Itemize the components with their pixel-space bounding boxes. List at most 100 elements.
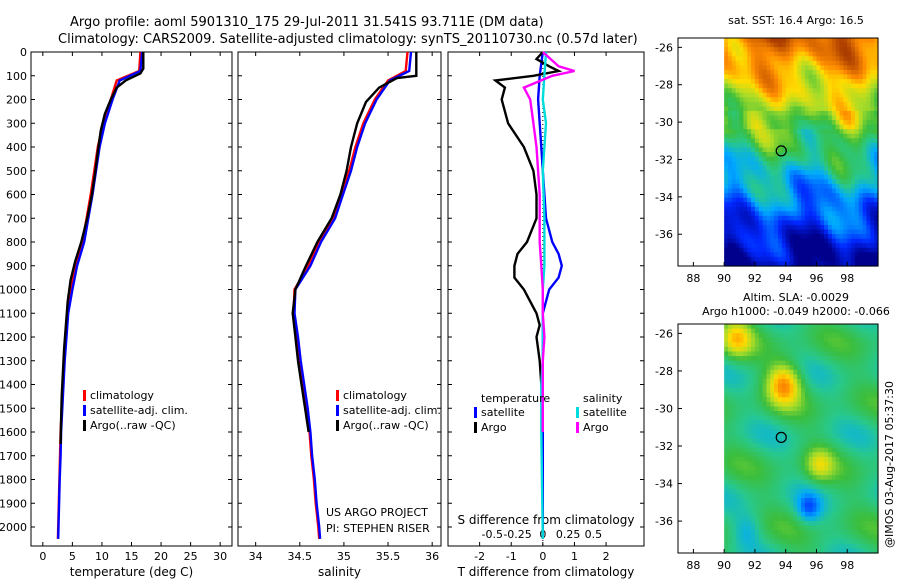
sst-map-cell [812, 256, 818, 263]
sla-map-cell [847, 548, 852, 554]
sst-map-cell [751, 60, 756, 66]
sla-map-cell [820, 525, 825, 531]
sla-map-cell [739, 543, 744, 550]
sla-map-cell [839, 337, 844, 343]
sla-map-cell [743, 456, 748, 462]
sla-map-cell [816, 406, 821, 412]
sla-map-cell [835, 342, 841, 348]
sla-map-cell [820, 488, 825, 495]
sla-map-cell [828, 507, 833, 513]
sst-map-cell [831, 234, 837, 240]
sla-map-cell [770, 324, 775, 330]
sla-map-cell [781, 452, 787, 458]
sla-map-cell [847, 424, 852, 430]
sst-map-cell [828, 179, 833, 185]
sla-map-cell [870, 479, 875, 485]
sst-map-cell [797, 211, 802, 217]
sla-map-cell [743, 328, 748, 334]
sla-map-cell [739, 511, 744, 517]
sla-map-cell [762, 539, 768, 545]
sla-map-cell [739, 539, 744, 545]
sst-map-cell [816, 174, 821, 180]
sst-map-cell [866, 183, 871, 190]
sla-map-cell [816, 369, 821, 375]
sst-map-cell [812, 206, 818, 212]
sla-map-cell [820, 383, 825, 389]
sla-map-cell [874, 365, 879, 371]
sla-map-cell [824, 346, 829, 353]
sst-map-cell [831, 56, 837, 62]
sst-map-cell [851, 110, 856, 117]
sla-map-cell [816, 337, 821, 343]
sla-map-cell [774, 369, 779, 375]
sla-map-cell [770, 530, 775, 536]
sst-map-cell [743, 261, 748, 267]
sst-map-cell [797, 224, 802, 231]
sst-map-cell [828, 247, 833, 253]
sla-map-cell [820, 516, 825, 522]
sla-map-cell [801, 365, 806, 371]
sst-map-cell [854, 51, 860, 57]
sst-map-cell [762, 174, 768, 180]
sla-map-cell [831, 369, 837, 375]
sst-map-cell [731, 206, 737, 212]
sla-map-cell [804, 360, 810, 366]
sst-map-cell [874, 97, 879, 103]
sla-map-cell [754, 534, 760, 540]
sst-map-cell [778, 88, 783, 94]
sla-map-cell [762, 502, 768, 508]
sst-map-cell [831, 156, 837, 162]
sla-map-cell [778, 406, 783, 412]
sla-map-cell [847, 520, 852, 527]
sst-map-cell [854, 193, 860, 199]
sst-map-cell [808, 161, 814, 167]
sla-map-cell [831, 461, 837, 467]
sst-map-cell [778, 256, 783, 263]
sla-map-cell [766, 438, 771, 444]
sla-map-cell [743, 493, 748, 499]
sst-map-cell [835, 206, 841, 212]
sla-map-cell [766, 470, 771, 476]
sst-map-cell [747, 152, 752, 158]
sla-map-cell [851, 447, 856, 453]
sla-map-cell [816, 429, 821, 435]
sst-map-cell [820, 252, 825, 258]
sla-map-cell [781, 498, 787, 504]
sst-map-cell [874, 161, 879, 167]
sla-map-cell [843, 498, 848, 504]
sst-map-cell [804, 56, 810, 62]
sst-map-cell [739, 224, 744, 231]
sla-map-cell [862, 470, 868, 476]
sla-map-cell [789, 438, 794, 444]
sla-map-cell [854, 392, 860, 398]
sla-map-cell [735, 406, 741, 412]
sst-map-cell [728, 152, 733, 158]
sst-map-cell [747, 69, 752, 76]
sla-map-cell [831, 356, 837, 362]
sst-map-cell [847, 88, 852, 94]
sla-map-cell [728, 465, 733, 472]
sla-map-cell [851, 433, 856, 440]
sla-map-cell [743, 411, 748, 417]
sla-map-cell [793, 465, 798, 472]
sla-map-cell [758, 493, 764, 499]
sst-map-cell [754, 101, 760, 107]
sla-map-cell [774, 383, 779, 389]
sst-map-cell [816, 161, 821, 167]
sla-map-cell [874, 520, 879, 527]
sla-map-cell [751, 493, 756, 499]
sst-map-cell [801, 92, 806, 98]
sst-map-cell [781, 174, 787, 180]
sst-map-cell [843, 138, 848, 144]
sst-map-cell [770, 138, 775, 144]
sst-map-cell [801, 97, 806, 103]
sla-map-cell [828, 479, 833, 485]
sst-map-cell [770, 79, 775, 85]
sla-map-cell [854, 488, 860, 495]
sla-map-cell [724, 374, 729, 380]
sst-map-cell [870, 88, 875, 94]
sla-map-cell [854, 365, 860, 371]
sst-map-cell [828, 152, 833, 158]
sla-map-cell [804, 438, 810, 444]
sst-map-cell [758, 101, 764, 107]
